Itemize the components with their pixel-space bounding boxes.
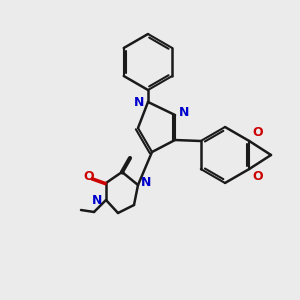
Text: O: O (252, 170, 263, 184)
Text: O: O (84, 169, 94, 182)
Text: N: N (92, 194, 102, 206)
Text: O: O (252, 127, 263, 140)
Text: N: N (134, 97, 144, 110)
Text: N: N (179, 106, 189, 119)
Text: N: N (141, 176, 152, 188)
